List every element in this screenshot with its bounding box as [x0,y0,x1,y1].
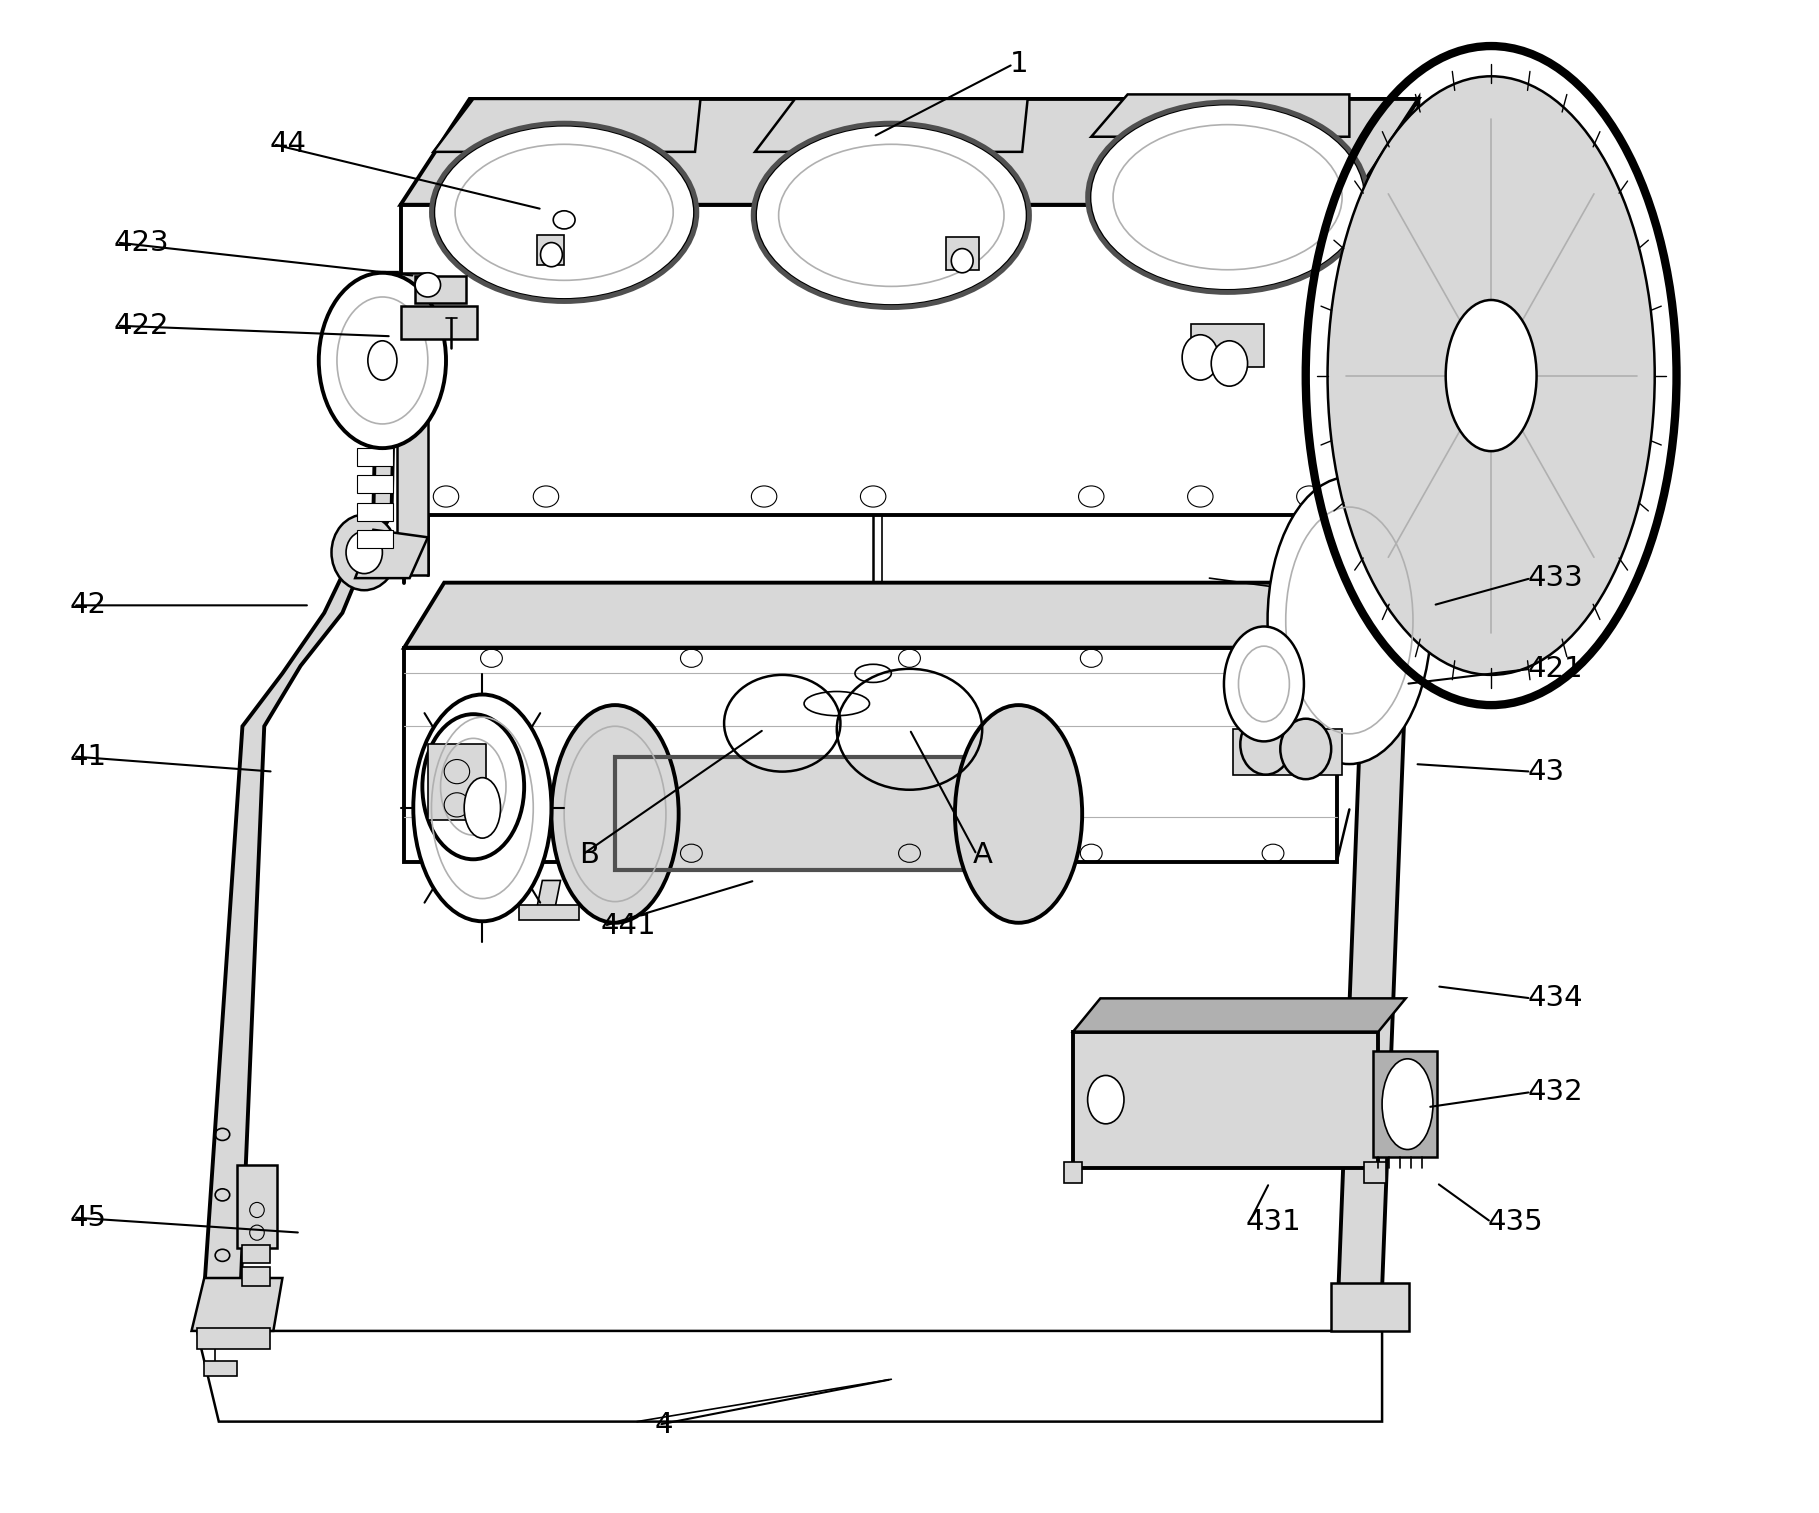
Bar [1373,1052,1437,1157]
Polygon shape [400,98,1419,204]
Bar [1233,729,1342,775]
Bar [357,339,393,357]
Bar [357,393,393,412]
Ellipse shape [1317,507,1382,583]
Bar [357,366,393,384]
Text: A: A [973,841,993,868]
Bar [357,502,393,520]
Ellipse shape [1328,76,1655,675]
Text: 43: 43 [1528,758,1564,785]
Ellipse shape [433,124,695,300]
Ellipse shape [1090,103,1366,290]
Polygon shape [1332,1283,1410,1331]
Polygon shape [537,881,560,908]
Polygon shape [1364,1162,1386,1183]
Ellipse shape [413,694,551,921]
Text: 431: 431 [1246,1207,1302,1236]
Text: 1: 1 [1010,50,1028,79]
Ellipse shape [1382,1059,1433,1150]
Ellipse shape [540,242,562,266]
Ellipse shape [755,124,1028,306]
Text: 423: 423 [113,228,169,257]
Ellipse shape [331,514,397,590]
Ellipse shape [1211,340,1248,386]
Bar [204,1362,236,1377]
Text: 4: 4 [655,1410,673,1439]
Ellipse shape [1268,477,1432,764]
Text: 41: 41 [69,743,107,770]
Bar [400,306,477,339]
Ellipse shape [1182,334,1219,380]
Bar [357,448,393,466]
Polygon shape [615,756,1019,870]
Ellipse shape [1281,719,1332,779]
Polygon shape [1321,272,1404,1289]
Bar [357,312,393,330]
Polygon shape [400,204,1350,514]
Bar [357,530,393,548]
Bar [427,744,486,820]
Polygon shape [755,98,1028,151]
Text: 441: 441 [600,912,657,940]
Polygon shape [1064,1162,1082,1183]
Polygon shape [1073,1032,1379,1168]
Polygon shape [1073,999,1406,1032]
Ellipse shape [367,340,397,380]
Text: B: B [578,841,598,868]
Bar [357,421,393,439]
Text: 435: 435 [1488,1207,1543,1236]
Ellipse shape [951,248,973,272]
Polygon shape [404,648,1337,862]
Ellipse shape [318,272,446,448]
Polygon shape [397,272,427,575]
Polygon shape [1350,98,1419,514]
Ellipse shape [955,705,1082,923]
Text: 42: 42 [69,592,107,619]
Text: 432: 432 [1528,1079,1583,1106]
Bar [357,475,393,493]
Polygon shape [518,905,578,920]
Ellipse shape [346,531,382,573]
Polygon shape [433,98,700,151]
Text: 45: 45 [69,1203,107,1232]
Text: 44: 44 [269,130,307,159]
Ellipse shape [415,272,440,297]
Bar [537,235,564,265]
Polygon shape [204,272,397,1289]
Text: 421: 421 [1528,655,1583,682]
Bar [236,1165,276,1248]
Text: 422: 422 [113,312,169,340]
Ellipse shape [1446,300,1537,451]
Ellipse shape [1088,1076,1124,1124]
Bar [415,275,466,303]
Polygon shape [196,1328,269,1350]
Bar [946,236,979,269]
Text: 434: 434 [1528,985,1583,1012]
Bar [1191,324,1264,366]
Text: 433: 433 [1528,564,1583,592]
Bar [242,1245,269,1263]
Polygon shape [404,583,1373,648]
Ellipse shape [1241,714,1291,775]
Ellipse shape [551,705,678,923]
Ellipse shape [464,778,500,838]
Bar [242,1268,269,1286]
Polygon shape [355,530,427,578]
Ellipse shape [1224,626,1304,741]
Polygon shape [1091,94,1350,136]
Polygon shape [191,1278,282,1331]
Bar [357,284,393,303]
Ellipse shape [1332,523,1368,566]
Ellipse shape [422,714,524,859]
